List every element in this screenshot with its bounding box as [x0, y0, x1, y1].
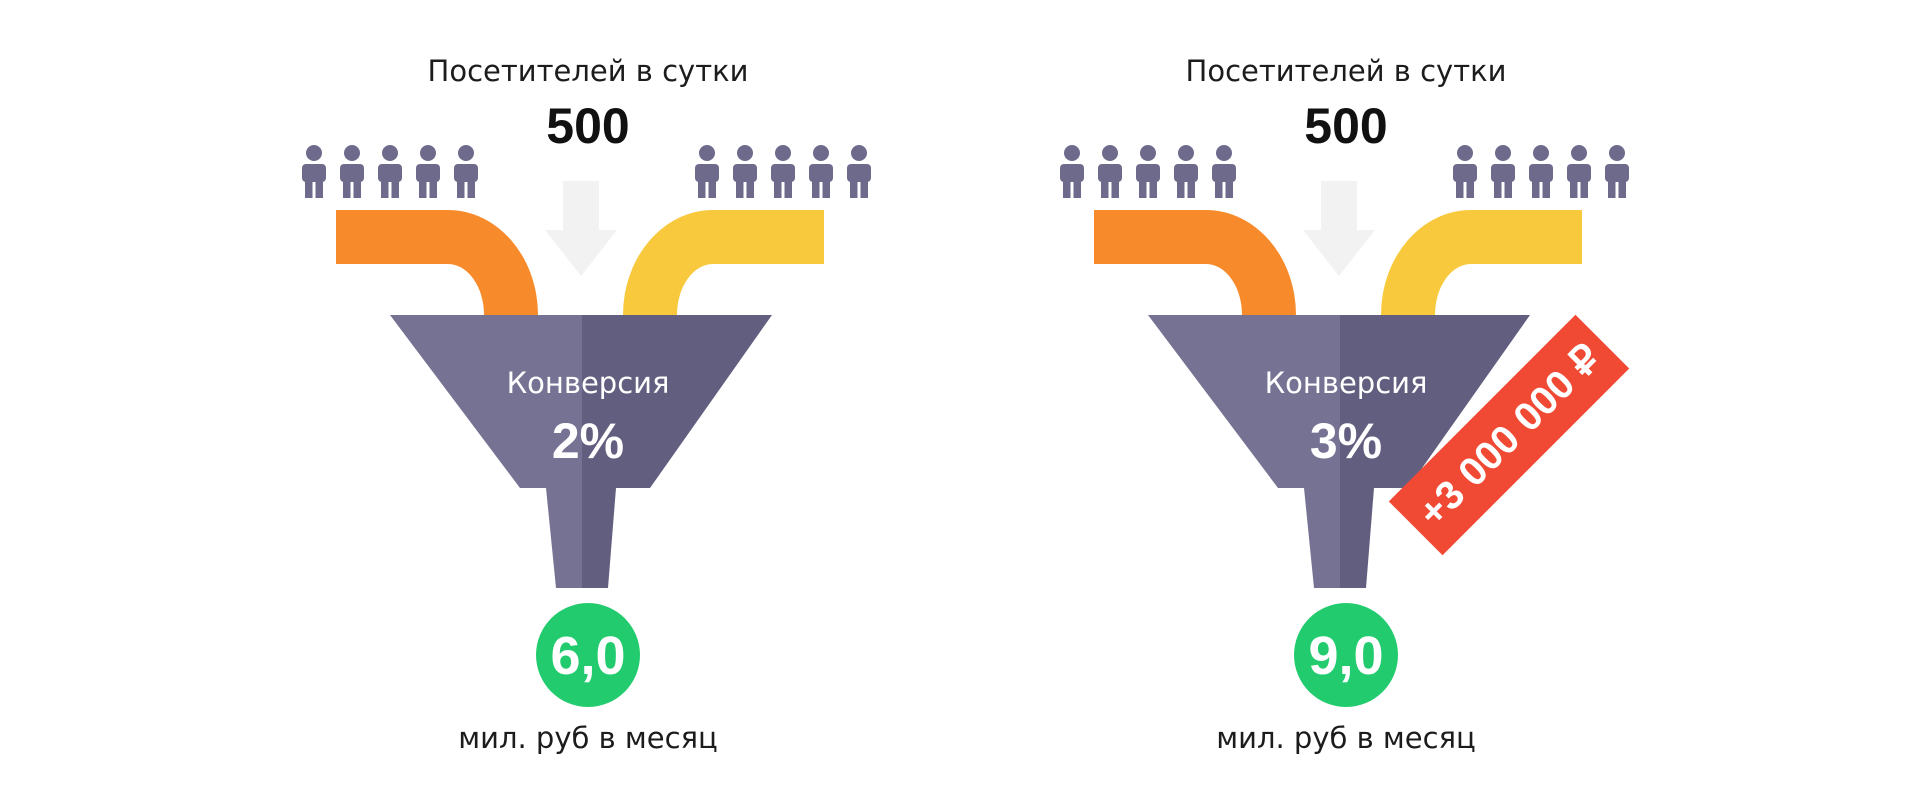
person-icon — [378, 145, 402, 198]
people-group-right — [695, 145, 871, 198]
person-icon — [1453, 145, 1477, 198]
conversion-label: Конверсия — [507, 366, 670, 400]
orange-pipe — [336, 210, 538, 315]
conversion-label: Конверсия — [1265, 366, 1428, 400]
person-icon — [1605, 145, 1629, 198]
funnel-cone-left-half — [390, 315, 582, 488]
result-value: 9,0 — [1308, 626, 1383, 686]
person-icon — [416, 145, 440, 198]
down-arrow-icon — [1303, 181, 1375, 276]
person-icon — [340, 145, 364, 198]
person-icon — [771, 145, 795, 198]
person-icon — [733, 145, 757, 198]
people-group-left — [1060, 145, 1236, 198]
conversion-value: 3% — [1310, 413, 1382, 469]
person-icon — [454, 145, 478, 198]
person-icon — [1567, 145, 1591, 198]
down-arrow-icon — [545, 181, 617, 276]
person-icon — [1491, 145, 1515, 198]
result-value: 6,0 — [550, 626, 625, 686]
person-icon — [1136, 145, 1160, 198]
funnel-cone-right-half — [582, 315, 772, 488]
funnel-spout-left-half — [1304, 488, 1340, 588]
result-label: мил. руб в месяц — [1216, 721, 1476, 755]
person-icon — [1212, 145, 1236, 198]
person-icon — [302, 145, 326, 198]
funnel-spout-right-half — [1340, 488, 1374, 588]
result-circle — [1294, 603, 1398, 707]
badge-background — [1388, 314, 1630, 556]
yellow-pipe — [1381, 210, 1582, 315]
funnel-group-2: Посетителей в сутки 500 Конверсия 3% 9,0… — [1060, 54, 1629, 755]
funnel-spout-right-half — [582, 488, 616, 588]
person-icon — [809, 145, 833, 198]
funnel-cone-right-half — [1340, 315, 1530, 488]
person-icon — [1098, 145, 1122, 198]
person-icon — [1060, 145, 1084, 198]
person-icon — [1174, 145, 1198, 198]
funnel-cone-left-half — [1148, 315, 1340, 488]
result-label: мил. руб в месяц — [458, 721, 718, 755]
person-icon — [695, 145, 719, 198]
person-icon — [1529, 145, 1553, 198]
conversion-value: 2% — [552, 413, 624, 469]
visitors-value: 500 — [546, 98, 629, 154]
visitors-value: 500 — [1304, 98, 1387, 154]
visitors-label: Посетителей в сутки — [1186, 54, 1507, 88]
person-icon — [847, 145, 871, 198]
people-group-right — [1453, 145, 1629, 198]
funnel-group-1: Посетителей в сутки 500 Конверсия 2% 6,0… — [302, 54, 871, 755]
result-circle — [536, 603, 640, 707]
people-group-left — [302, 145, 478, 198]
funnel-spout-left-half — [546, 488, 582, 588]
orange-pipe — [1094, 210, 1296, 315]
visitors-label: Посетителей в сутки — [428, 54, 749, 88]
yellow-pipe — [623, 210, 824, 315]
